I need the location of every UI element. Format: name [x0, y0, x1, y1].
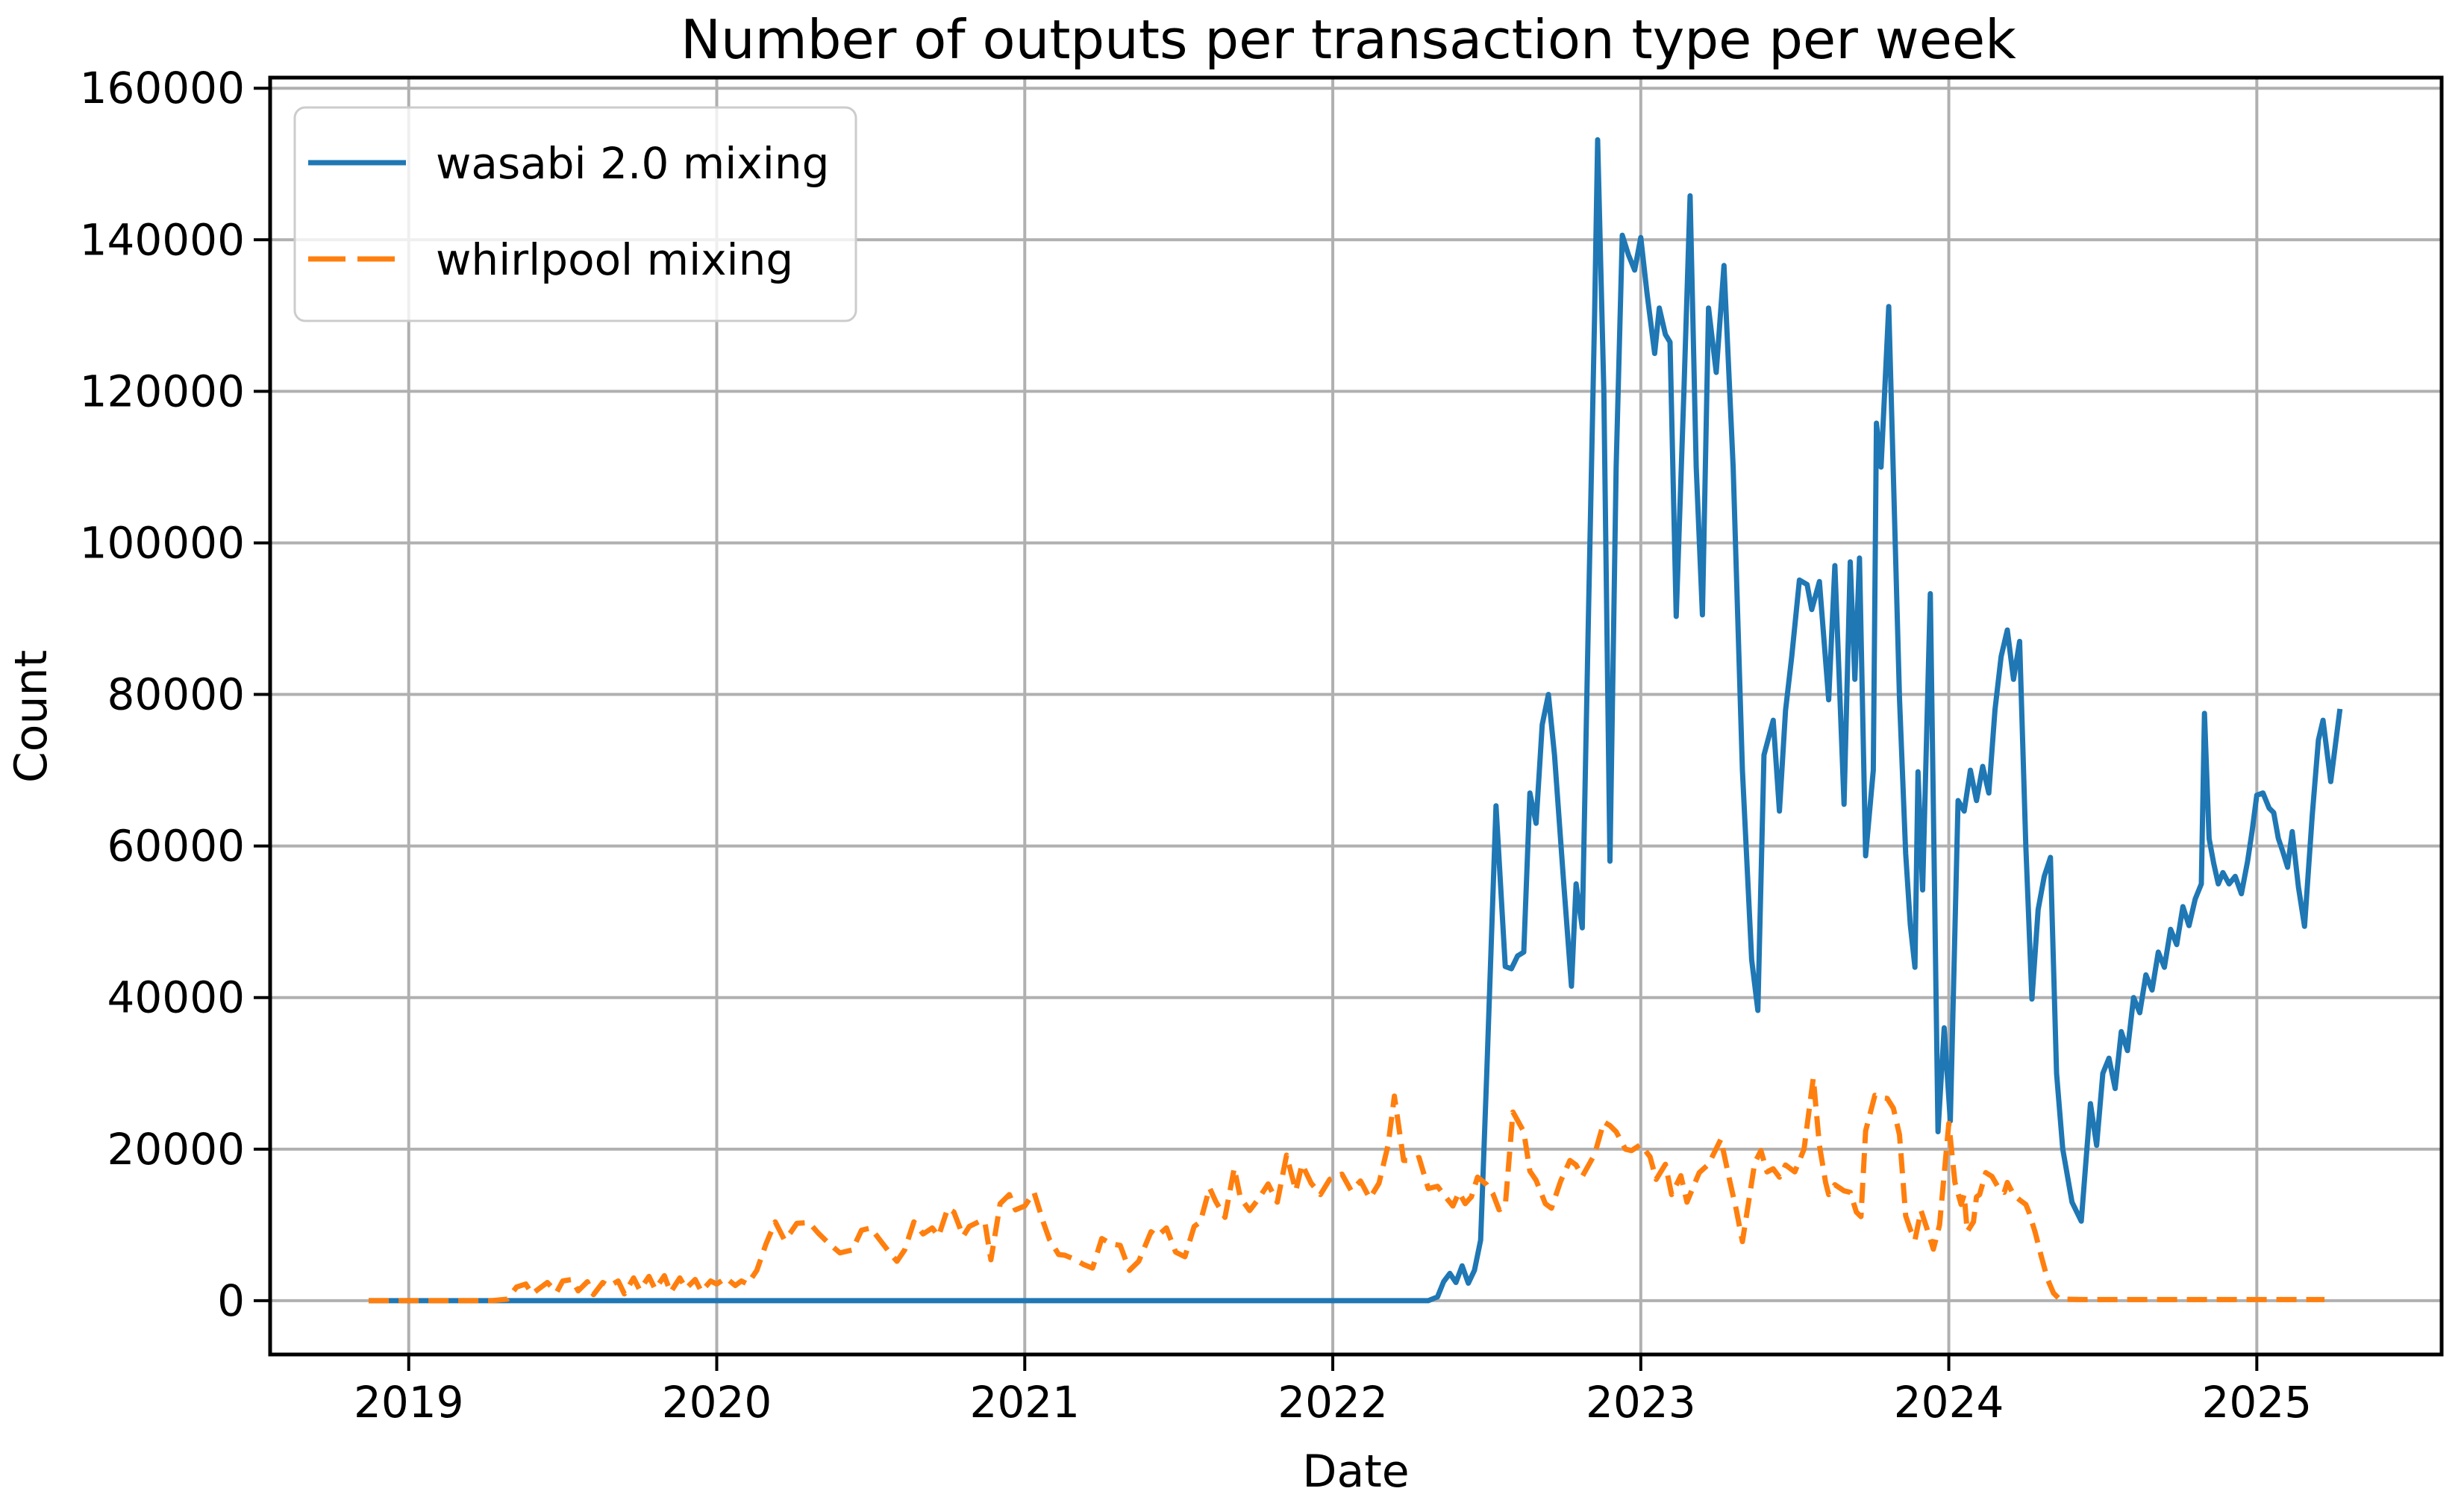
x-tick-label: 2020 — [662, 1377, 772, 1428]
y-tick-label: 160000 — [80, 63, 245, 113]
x-tick-label: 2025 — [2202, 1377, 2313, 1428]
x-tick-label: 2023 — [1586, 1377, 1696, 1428]
series-line-wasabi — [369, 137, 2343, 1304]
y-tick-label: 80000 — [107, 669, 245, 720]
plot-spines — [268, 75, 2444, 1357]
x-axis-label: Date — [1302, 1446, 1409, 1498]
series-layer — [369, 137, 2343, 1304]
x-tick-label: 2024 — [1894, 1377, 2004, 1428]
x-tick-label: 2022 — [1278, 1377, 1388, 1428]
y-tick-label: 60000 — [107, 821, 245, 872]
grid-layer — [270, 78, 2442, 1354]
axes-layer — [268, 75, 2444, 1357]
y-axis-label: Count — [5, 650, 57, 783]
ticks-layer: 2019 2020 2021 2022 2023 2024 2025 0 20000 40000 6… — [80, 63, 2313, 1428]
x-tick-label: 2019 — [354, 1377, 464, 1428]
y-tick-label: 40000 — [107, 972, 245, 1023]
y-tick-label: 100000 — [80, 517, 245, 568]
y-tick-label: 0 — [217, 1275, 245, 1326]
y-tick-label: 140000 — [80, 214, 245, 265]
legend-label-wasabi: wasabi 2.0 mixing — [436, 138, 829, 189]
y-tick-label: 120000 — [80, 366, 245, 416]
y-tick-label: 20000 — [107, 1124, 245, 1175]
legend: wasabi 2.0 mixing whirlpool mixing — [293, 106, 857, 322]
legend-frame — [293, 106, 857, 322]
chart-title: Number of outputs per transaction type p… — [681, 8, 2016, 71]
x-tick-label: 2021 — [969, 1377, 1080, 1428]
legend-label-whirlpool: whirlpool mixing — [436, 234, 793, 285]
series-line-whirlpool — [369, 1075, 2325, 1304]
